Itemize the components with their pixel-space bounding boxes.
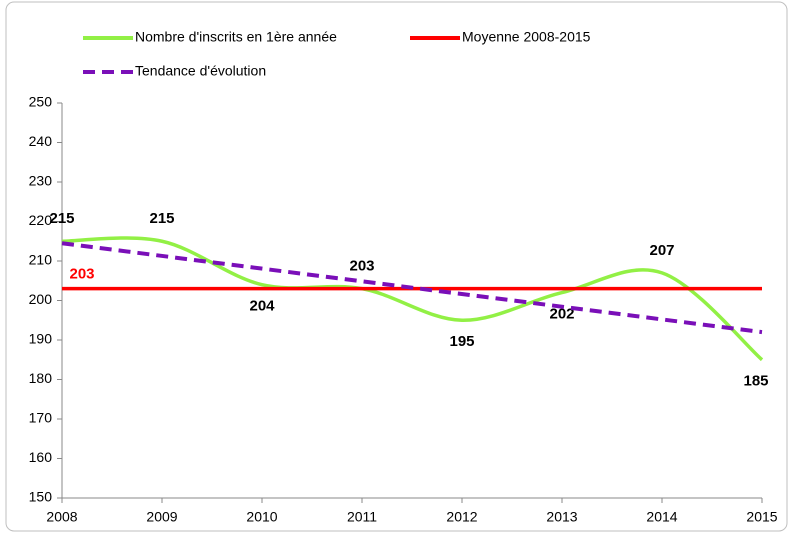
x-tick-label: 2014 <box>646 509 677 525</box>
series-line <box>61 241 763 335</box>
data-label: 215 <box>49 210 74 227</box>
y-tick-label: 170 <box>29 410 53 426</box>
data-label: 204 <box>249 298 275 315</box>
y-tick-label: 240 <box>29 133 53 149</box>
data-label: 195 <box>449 333 474 350</box>
y-tick-label: 250 <box>29 94 53 110</box>
y-tick-label: 200 <box>29 291 53 307</box>
x-tick-label: 2015 <box>746 509 777 525</box>
data-label: 203 <box>349 258 374 275</box>
y-tick-label: 180 <box>29 370 53 386</box>
x-tick-label: 2008 <box>46 509 77 525</box>
data-label: 202 <box>549 306 574 323</box>
legend-label: Moyenne 2008-2015 <box>462 29 591 45</box>
series-line <box>61 236 764 362</box>
data-label: 203 <box>69 266 94 283</box>
x-tick-label: 2009 <box>146 509 177 525</box>
data-label: 185 <box>743 373 768 390</box>
y-tick-label: 220 <box>29 212 53 228</box>
data-label: 215 <box>149 210 174 227</box>
x-tick-label: 2010 <box>246 509 277 525</box>
x-tick-label: 2013 <box>546 509 577 525</box>
data-label: 207 <box>649 242 674 259</box>
x-tick-label: 2012 <box>446 509 477 525</box>
y-tick-label: 210 <box>29 252 53 268</box>
x-tick-label: 2011 <box>347 509 377 525</box>
y-tick-label: 150 <box>29 489 53 505</box>
y-tick-label: 190 <box>29 331 53 347</box>
legend-label: Nombre d'inscrits en 1ère année <box>135 29 337 45</box>
legend-label: Tendance d'évolution <box>135 63 266 79</box>
chart-border <box>5 1 788 532</box>
y-tick-label: 230 <box>29 173 53 189</box>
y-tick-label: 160 <box>29 449 53 465</box>
